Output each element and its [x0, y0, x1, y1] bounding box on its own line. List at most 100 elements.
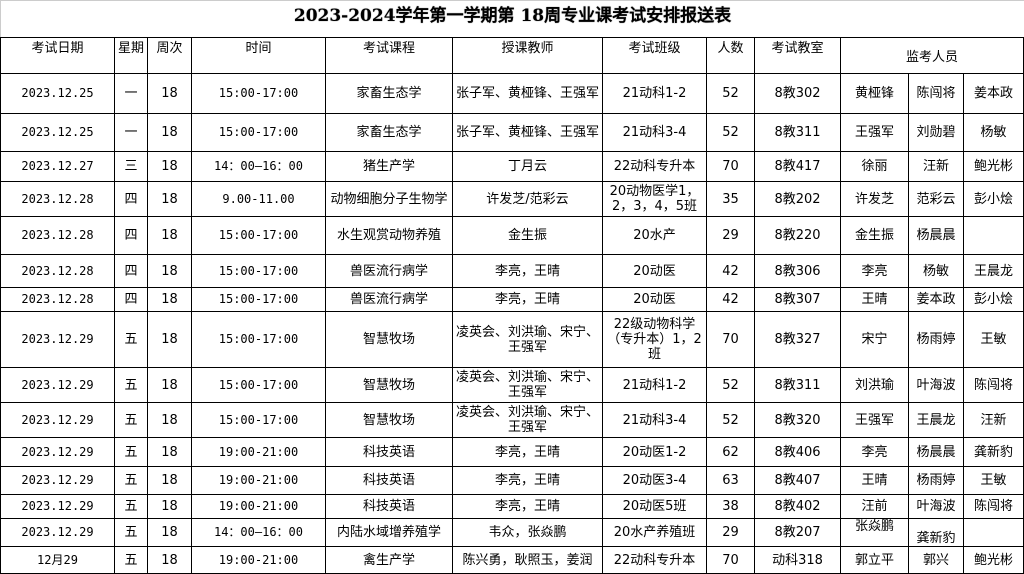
cell-count: 70 — [706, 311, 755, 368]
cell-teacher: 李亮，王晴 — [452, 287, 603, 312]
table-row: 2023.12.28 四 18 15:00-17:00 兽医流行病学 李亮，王晴 20动医 4… — [0, 254, 1024, 288]
cell-proctor-3: 王晨龙 — [962, 254, 1024, 288]
cell-proctor-1: 王晴 — [840, 287, 909, 312]
cell-proctor-1: 李亮 — [840, 254, 909, 288]
cell-teacher: 张子军、黄桠锋、王强军 — [452, 113, 603, 152]
cell-class: 20动医 — [602, 287, 707, 312]
cell-course: 智慧牧场 — [325, 402, 453, 438]
cell-time: 15:00-17:00 — [191, 254, 326, 288]
table-row: 2023.12.29 五 18 19:00-21:00 科技英语 李亮，王晴 20动医1-2… — [0, 437, 1024, 467]
cell-proctor-1: 王晴 — [840, 466, 909, 495]
cell-week: 18 — [147, 311, 192, 368]
cell-count: 52 — [706, 402, 755, 438]
cell-count: 52 — [706, 113, 755, 152]
cell-course: 兽医流行病学 — [325, 287, 453, 312]
cell-room: 8教417 — [754, 151, 841, 182]
cell-proctor-2: 陈闯将 — [908, 73, 964, 114]
cell-proctor-1: 王强军 — [840, 113, 909, 152]
exam-schedule-table: 考试日期 星期 周次 时间 考试课程 授课教师 考试班级 人数 考试教室 监考人… — [0, 37, 1024, 574]
cell-count: 35 — [706, 181, 755, 217]
cell-date: 2023.12.29 — [0, 311, 115, 368]
cell-teacher: 凌英会、刘洪瑜、宋宁、王强军 — [452, 402, 603, 438]
cell-count: 70 — [706, 151, 755, 182]
cell-proctor-2: 杨雨婷 — [908, 466, 964, 495]
cell-date: 2023.12.28 — [0, 181, 115, 217]
cell-date: 2023.12.27 — [0, 151, 115, 182]
cell-room: 8教407 — [754, 466, 841, 495]
cell-proctor-1: 徐丽 — [840, 151, 909, 182]
cell-week: 18 — [147, 181, 192, 217]
cell-teacher: 金生振 — [452, 216, 603, 255]
cell-time: 15:00-17:00 — [191, 113, 326, 152]
cell-weekday: 五 — [114, 367, 148, 403]
cell-time: 19:00-21:00 — [191, 437, 326, 467]
cell-date: 2023.12.29 — [0, 494, 115, 519]
cell-course: 家畜生态学 — [325, 73, 453, 114]
cell-date: 2023.12.28 — [0, 216, 115, 255]
cell-week: 18 — [147, 466, 192, 495]
cell-proctor-2: 龚新豹 — [908, 518, 964, 547]
cell-weekday: 五 — [114, 311, 148, 368]
cell-time: 15:00-17:00 — [191, 367, 326, 403]
table-row: 2023.12.28 四 18 9.00-11.00 动物细胞分子生物学 许发芝/范彩云 2… — [0, 181, 1024, 217]
cell-class: 21动科3-4 — [602, 113, 707, 152]
cell-proctor-2: 刘勋碧 — [908, 113, 964, 152]
cell-time: 15:00-17:00 — [191, 73, 326, 114]
cell-proctor-3: 彭小烩 — [962, 181, 1024, 217]
cell-proctor-2: 姜本政 — [908, 287, 964, 312]
cell-weekday: 五 — [114, 546, 148, 574]
cell-course: 猪生产学 — [325, 151, 453, 182]
cell-course: 内陆水域增养殖学 — [325, 518, 453, 547]
cell-proctor-2: 范彩云 — [908, 181, 964, 217]
cell-room: 8教402 — [754, 494, 841, 519]
cell-room: 动科318 — [754, 546, 841, 574]
table-row: 2023.12.29 五 18 15:00-17:00 智慧牧场 凌英会、刘洪瑜、宋宁、王… — [0, 311, 1024, 368]
cell-course: 兽医流行病学 — [325, 254, 453, 288]
cell-time: 19:00-21:00 — [191, 466, 326, 495]
cell-class: 20水产 — [602, 216, 707, 255]
cell-week: 18 — [147, 402, 192, 438]
cell-date: 2023.12.29 — [0, 437, 115, 467]
cell-count: 42 — [706, 254, 755, 288]
cell-proctor-3: 王敏 — [962, 466, 1024, 495]
cell-room: 8教327 — [754, 311, 841, 368]
cell-proctor-1: 张焱鹏 — [840, 518, 909, 547]
cell-date: 2023.12.25 — [0, 113, 115, 152]
cell-weekday: 一 — [114, 113, 148, 152]
cell-class: 22动科专升本 — [602, 546, 707, 574]
cell-class: 22级动物科学（专升本）1，2班 — [602, 311, 707, 368]
cell-time: 15:00-17:00 — [191, 402, 326, 438]
cell-proctor-3 — [962, 518, 1024, 547]
cell-time: 19:00-21:00 — [191, 546, 326, 574]
cell-week: 18 — [147, 437, 192, 467]
cell-course: 科技英语 — [325, 494, 453, 519]
cell-count: 52 — [706, 73, 755, 114]
cell-count: 70 — [706, 546, 755, 574]
cell-count: 29 — [706, 216, 755, 255]
cell-proctor-2: 郭兴 — [908, 546, 964, 574]
cell-room: 8教311 — [754, 367, 841, 403]
cell-room: 8教207 — [754, 518, 841, 547]
cell-week: 18 — [147, 494, 192, 519]
cell-course: 家畜生态学 — [325, 113, 453, 152]
cell-proctor-3: 龚新豹 — [962, 437, 1024, 467]
header-cell: 周次 — [147, 37, 192, 74]
header-cell: 监考人员 — [839, 37, 1024, 74]
cell-weekday: 四 — [114, 254, 148, 288]
cell-teacher: 丁月云 — [452, 151, 603, 182]
cell-time: 14：00—16：00 — [191, 518, 326, 547]
cell-weekday: 五 — [114, 494, 148, 519]
cell-class: 20水产养殖班 — [602, 518, 707, 547]
cell-teacher: 许发芝/范彩云 — [452, 181, 603, 217]
cell-class: 21动科3-4 — [602, 402, 707, 438]
cell-week: 18 — [147, 518, 192, 547]
cell-week: 18 — [147, 216, 192, 255]
cell-course: 动物细胞分子生物学 — [325, 181, 453, 217]
cell-course: 科技英语 — [325, 466, 453, 495]
cell-proctor-3: 鲍光彬 — [962, 151, 1024, 182]
cell-week: 18 — [147, 151, 192, 182]
cell-class: 21动科1-2 — [602, 73, 707, 114]
table-row: 12月29 五 18 19:00-21:00 禽生产学 陈兴勇，耿照玉，姜润 22动科专升本… — [0, 546, 1024, 574]
cell-proctor-3: 彭小烩 — [962, 287, 1024, 312]
cell-class: 20动物医学1，2，3，4，5班 — [602, 181, 707, 217]
